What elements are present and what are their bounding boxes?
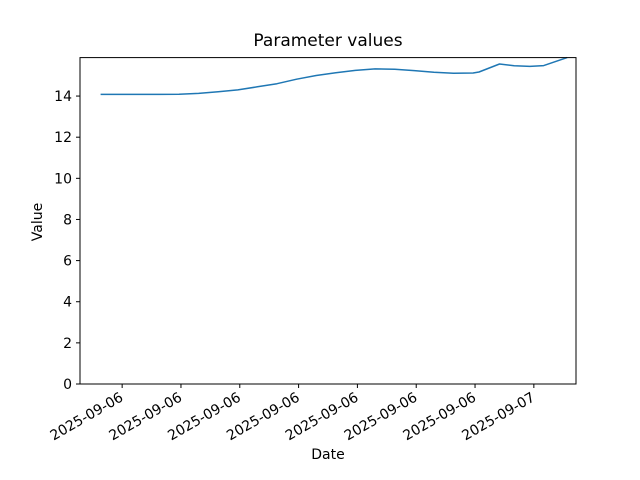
- y-tick-label: 10: [54, 171, 72, 187]
- x-axis-label: Date: [311, 447, 345, 463]
- y-tick-label: 12: [54, 130, 72, 146]
- y-tick-label: 6: [63, 254, 72, 270]
- data-line: [100, 56, 568, 96]
- plot-border: [79, 57, 577, 385]
- chart-title: Parameter values: [253, 31, 403, 51]
- y-axis-label: Value: [30, 202, 46, 242]
- y-tick-label: 14: [54, 89, 72, 105]
- y-tick-label: 0: [63, 377, 72, 393]
- y-tick-label: 2: [63, 336, 72, 352]
- y-tick-label: 8: [63, 212, 72, 228]
- y-tick-label: 4: [63, 295, 72, 311]
